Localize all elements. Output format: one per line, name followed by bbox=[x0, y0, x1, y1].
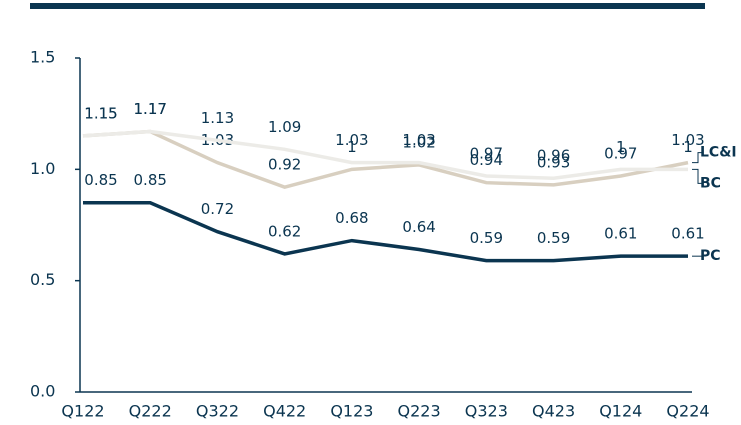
data-label: 0.61 bbox=[604, 225, 637, 243]
data-label: 1.13 bbox=[201, 109, 234, 127]
data-label: 1 bbox=[683, 138, 693, 156]
data-label: 0.59 bbox=[470, 229, 503, 247]
data-label: 0.72 bbox=[201, 200, 234, 218]
x-tick-label: Q322 bbox=[196, 402, 239, 421]
y-tick-label: 0.5 bbox=[30, 270, 55, 289]
data-label: 0.97 bbox=[470, 145, 503, 163]
x-tick-label: Q223 bbox=[398, 402, 441, 421]
data-label: 0.97 bbox=[604, 145, 637, 163]
data-label: 1.02 bbox=[402, 133, 435, 151]
data-label: 1.15 bbox=[84, 104, 117, 122]
data-label: 1.15 bbox=[84, 104, 117, 122]
x-tick-label: Q224 bbox=[666, 402, 709, 421]
x-tick-label: Q422 bbox=[263, 402, 306, 421]
series-label: BC bbox=[700, 175, 721, 191]
data-label: 0.85 bbox=[134, 171, 167, 189]
header-bar bbox=[30, 3, 705, 9]
data-label: 1.17 bbox=[134, 100, 167, 118]
data-label: 0.96 bbox=[537, 147, 570, 165]
data-label: 1.03 bbox=[671, 131, 704, 149]
x-tick-label: Q222 bbox=[129, 402, 172, 421]
data-label: 1.03 bbox=[335, 131, 368, 149]
x-tick-label: Q323 bbox=[465, 402, 508, 421]
series-label: PC bbox=[700, 248, 721, 264]
data-label: 0.59 bbox=[537, 229, 570, 247]
data-label: 0.64 bbox=[402, 218, 435, 236]
line-series bbox=[82, 129, 689, 189]
series-label: LC&I bbox=[700, 145, 737, 161]
line-series bbox=[83, 200, 688, 263]
data-label: 1 bbox=[347, 138, 357, 156]
data-label: 0.61 bbox=[671, 225, 704, 243]
y-tick-label: 0.0 bbox=[30, 382, 55, 401]
y-tick-label: 1.5 bbox=[30, 48, 55, 67]
leader-line bbox=[692, 152, 702, 164]
data-label: 0.93 bbox=[537, 153, 570, 171]
x-tick-label: Q123 bbox=[330, 402, 373, 421]
data-label: 1.03 bbox=[402, 131, 435, 149]
data-label: 0.92 bbox=[268, 156, 301, 174]
y-tick-label: 1.0 bbox=[30, 159, 55, 178]
data-label: 1.09 bbox=[268, 118, 301, 136]
x-tick-label: Q423 bbox=[532, 402, 575, 421]
data-label: 0.94 bbox=[470, 151, 503, 169]
data-label: 0.68 bbox=[335, 209, 368, 227]
data-label: 0.85 bbox=[84, 171, 117, 189]
x-tick-label: Q124 bbox=[599, 402, 642, 421]
x-tick-label: Q122 bbox=[61, 402, 104, 421]
data-label: 1 bbox=[616, 138, 626, 156]
line-series bbox=[82, 129, 688, 180]
data-label: 0.62 bbox=[268, 222, 301, 240]
data-label: 1.17 bbox=[134, 100, 167, 118]
leader-line bbox=[692, 168, 702, 184]
